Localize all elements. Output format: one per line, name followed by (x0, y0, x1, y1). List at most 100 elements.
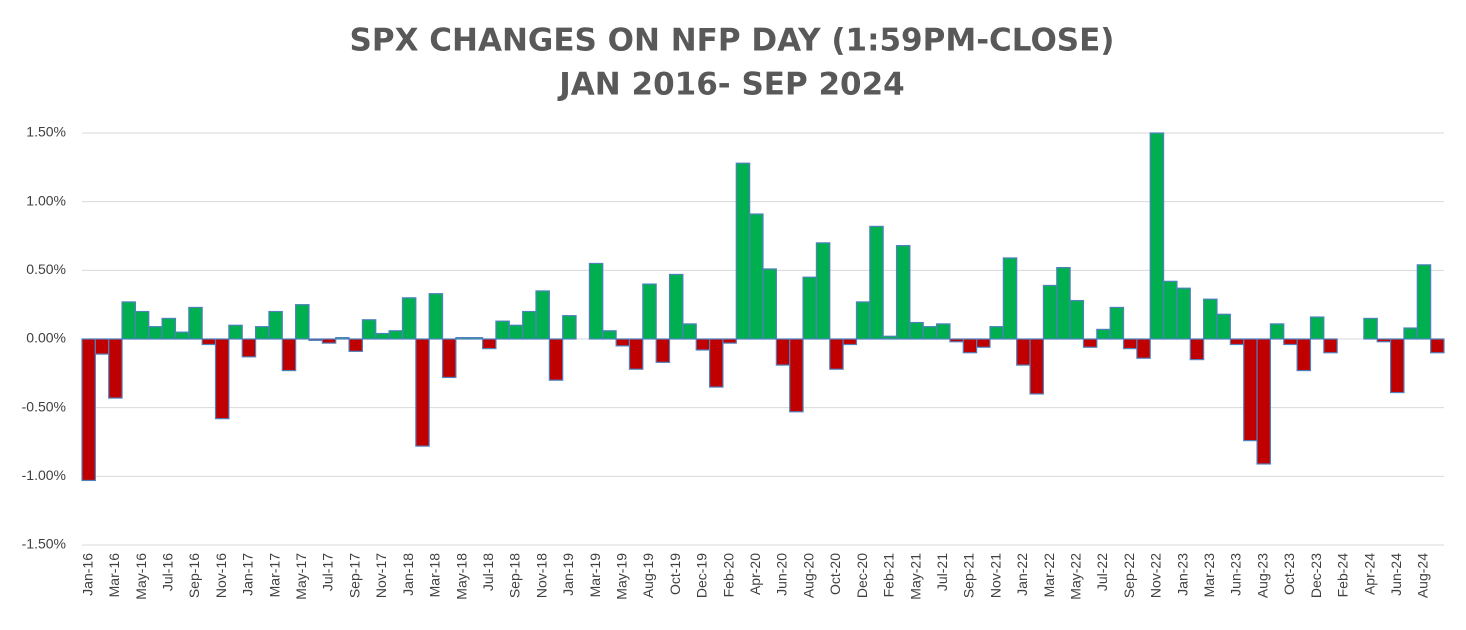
bar (161, 317, 177, 340)
bar (481, 338, 497, 350)
x-tick-label: Jul-22 (1094, 553, 1110, 591)
x-tick-label: Oct-20 (827, 553, 843, 595)
bar (655, 338, 671, 363)
x-tick-label: May-17 (293, 553, 309, 600)
y-tick-label: 1.50% (26, 124, 66, 140)
x-tick-label: Dec-19 (694, 553, 710, 598)
bar (548, 338, 564, 381)
bar (1096, 328, 1111, 340)
x-tick-label: Sep-17 (346, 553, 362, 598)
bar (1029, 338, 1045, 395)
bar (148, 326, 163, 340)
x-tick-label: Feb-20 (720, 553, 736, 598)
bar (628, 338, 644, 370)
bar (268, 310, 283, 340)
x-tick-label: Dec-20 (854, 553, 870, 598)
x-tick-label: Nov-17 (373, 553, 389, 598)
bar (735, 162, 751, 340)
bar (201, 338, 217, 346)
x-tick-label: Feb-21 (881, 553, 897, 598)
bar (214, 338, 230, 420)
x-tick-label: May-18 (453, 553, 469, 600)
x-tick-label: Jul-21 (934, 553, 950, 591)
bar (1216, 313, 1231, 340)
x-tick-label: Jul-16 (159, 553, 175, 591)
bar (935, 323, 951, 340)
bar (695, 338, 711, 351)
bar (1002, 257, 1018, 340)
bar (308, 338, 323, 341)
bar (441, 338, 457, 379)
x-tick-label: Nov-16 (213, 553, 229, 598)
x-tick-label: Oct-19 (667, 553, 683, 595)
bar (1403, 327, 1418, 340)
bar (1042, 284, 1058, 340)
bar (295, 304, 310, 340)
bar (1323, 338, 1338, 354)
x-tick-label: Jun-24 (1388, 553, 1404, 596)
x-tick-label: Oct-23 (1281, 553, 1297, 595)
bar (254, 326, 270, 340)
x-tick-label: Sep-18 (507, 553, 523, 598)
y-tick-label: 0.50% (26, 261, 66, 277)
x-tick-label: Jan-16 (79, 553, 95, 596)
bar (415, 338, 430, 447)
bar (1283, 338, 1298, 346)
x-tick-label: Nov-18 (533, 553, 549, 598)
bar (508, 324, 524, 340)
bar (375, 332, 390, 340)
bar (1309, 316, 1325, 340)
chart-subtitle: JAN 2016- SEP 2024 (557, 67, 905, 103)
bar (1189, 338, 1205, 361)
bar (682, 323, 697, 340)
x-tick-label: Nov-22 (1148, 553, 1164, 598)
bar (949, 338, 964, 343)
bar (1296, 338, 1312, 372)
bar (388, 330, 404, 340)
chart-title: SPX CHANGES ON NFP DAY (1:59PM-CLOSE) (350, 23, 1115, 59)
bar (468, 337, 484, 340)
bar (174, 331, 190, 340)
y-tick-label: 1.00% (26, 192, 66, 208)
y-tick-label: 0.00% (26, 330, 66, 346)
bar (228, 324, 243, 340)
bar (1269, 323, 1285, 340)
bar (121, 301, 137, 340)
x-tick-label: May-22 (1067, 553, 1083, 600)
bar (1430, 338, 1445, 354)
bar (802, 276, 818, 340)
bar (108, 338, 123, 399)
x-tick-label: Apr-20 (747, 553, 763, 595)
x-tick-label: Mar-17 (266, 553, 282, 598)
bar (1122, 338, 1138, 350)
bar (1016, 338, 1031, 366)
bar (962, 338, 978, 354)
x-tick-label: Aug-20 (800, 553, 816, 598)
bar (1376, 338, 1392, 343)
bar (895, 245, 911, 340)
x-tick-label: Aug-23 (1254, 553, 1270, 598)
bar (428, 293, 444, 340)
bar (815, 242, 831, 340)
x-tick-label: Jun-20 (774, 553, 790, 596)
bar (335, 337, 350, 340)
bar (134, 310, 150, 340)
x-tick-label: Jan-22 (1014, 553, 1030, 596)
bar (722, 338, 737, 344)
bar (1136, 338, 1151, 359)
bar (241, 338, 257, 358)
x-tick-label: Aug-24 (1415, 553, 1431, 598)
x-tick-label: Jan-23 (1174, 553, 1190, 596)
bar (495, 320, 510, 340)
bar (401, 297, 417, 340)
bar (522, 310, 537, 340)
bar (1256, 338, 1272, 465)
x-tick-label: Aug-19 (640, 553, 656, 598)
x-tick-label: Nov-21 (987, 553, 1003, 598)
bar (562, 315, 577, 340)
x-tick-label: Jan-18 (400, 553, 416, 596)
bar (708, 338, 724, 388)
bar (749, 213, 764, 340)
bar (909, 321, 924, 340)
